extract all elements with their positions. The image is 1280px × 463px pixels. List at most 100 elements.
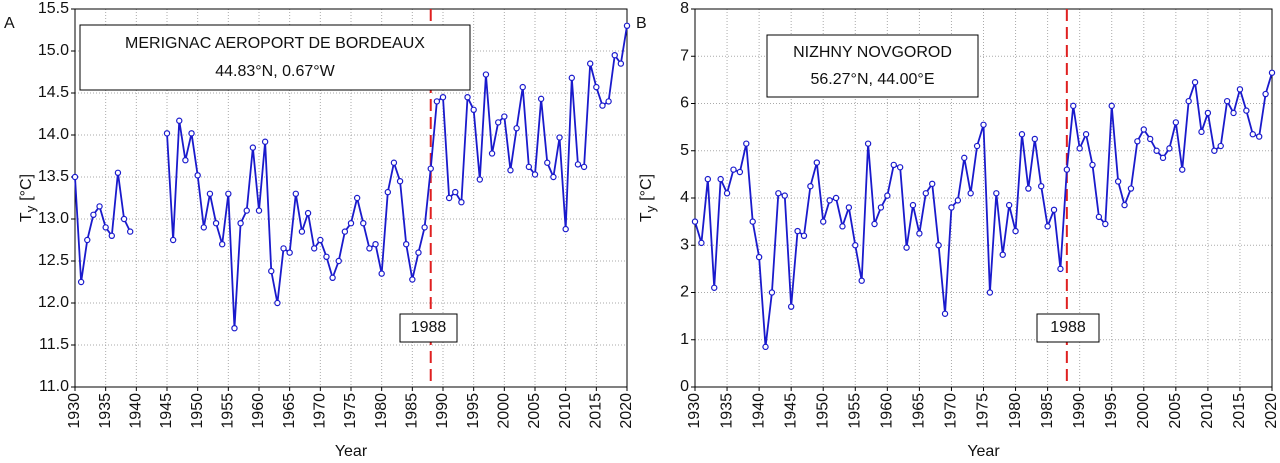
data-point: [200, 224, 207, 231]
panel-label: B: [636, 15, 647, 32]
data-point: [845, 204, 853, 211]
data-point: [1134, 138, 1141, 145]
data-point: [890, 161, 897, 169]
x-tick-label: 1990: [434, 393, 451, 429]
x-tick-label: 1995: [465, 393, 482, 429]
data-point: [163, 130, 171, 137]
data-point: [1217, 142, 1224, 150]
annotation-label: 1988: [1050, 319, 1086, 336]
chart-title: NIZHNY NOVGOROD: [793, 44, 952, 61]
data-point: [1102, 220, 1109, 228]
y-axis-label-sub: y: [643, 205, 658, 212]
data-point: [90, 211, 97, 218]
data-point: [980, 121, 987, 128]
data-point: [501, 113, 508, 120]
x-tick-label: 1995: [1103, 393, 1120, 429]
x-tick-label: 1940: [128, 393, 145, 429]
data-point: [292, 190, 299, 197]
data-point: [884, 192, 891, 199]
data-point: [317, 236, 324, 244]
data-point: [698, 239, 705, 247]
data-point: [574, 161, 582, 168]
data-point: [206, 190, 214, 197]
x-tick-label: 1970: [943, 393, 960, 429]
x-tick-label: 1970: [312, 393, 329, 429]
data-point: [1121, 201, 1128, 209]
data-point: [108, 232, 116, 239]
data-point: [593, 83, 600, 91]
x-tick-label: 2020: [618, 393, 635, 429]
data-point: [1076, 145, 1083, 152]
data-point: [476, 176, 483, 183]
data-point: [832, 194, 840, 202]
data-point: [71, 173, 79, 181]
data-point: [176, 117, 183, 124]
plot-frame: [694, 8, 1273, 388]
data-point: [1211, 147, 1218, 154]
y-tick-label: 14.5: [38, 84, 69, 101]
y-tick-label: 3: [680, 236, 689, 253]
y-tick-label: 11.5: [39, 336, 69, 353]
data-point: [353, 194, 361, 202]
data-point: [274, 299, 281, 307]
data-point: [237, 219, 244, 227]
chart-subtitle: 56.27°N, 44.00°E: [811, 71, 935, 88]
data-point: [1082, 131, 1090, 138]
data-point: [286, 249, 293, 256]
data-point: [194, 172, 201, 179]
data-point: [903, 244, 910, 251]
x-tick-label: 1945: [782, 393, 799, 429]
y-tick-label: 15.5: [38, 0, 69, 17]
data-point: [390, 159, 398, 166]
chart-subtitle: 44.83°N, 0.67°W: [215, 63, 335, 80]
data-point: [768, 289, 776, 296]
data-point: [929, 180, 936, 188]
y-tick-label: 0: [680, 378, 689, 395]
data-point: [562, 225, 569, 233]
data-point: [488, 150, 496, 157]
data-point: [691, 218, 699, 225]
data-point: [464, 93, 471, 101]
data-point: [347, 219, 355, 227]
data-point: [1070, 102, 1077, 110]
x-tick-label: 2000: [1135, 393, 1152, 429]
data-point: [311, 245, 318, 252]
plot-frame: [74, 8, 628, 388]
data-point: [1185, 97, 1192, 105]
data-point: [1166, 145, 1173, 152]
y-tick-label: 1: [680, 331, 689, 348]
data-point: [225, 190, 232, 197]
x-tick-label: 2010: [1199, 393, 1216, 429]
data-point: [114, 169, 122, 176]
x-tick-label: 2015: [588, 393, 605, 429]
data-point: [280, 245, 287, 252]
data-point: [84, 236, 91, 244]
data-point: [1236, 86, 1244, 93]
x-tick-label: 1955: [220, 393, 237, 429]
data-point: [360, 219, 367, 227]
title-box: [766, 34, 979, 98]
data-point: [470, 106, 477, 114]
data-point: [993, 190, 1000, 197]
data-point: [507, 167, 514, 174]
data-point: [531, 171, 539, 178]
data-point: [458, 198, 465, 206]
y-tick-label: 13.0: [38, 210, 69, 227]
data-point: [794, 227, 801, 235]
x-tick-label: 1965: [281, 393, 298, 429]
data-point: [243, 207, 250, 214]
x-tick-label: 1965: [911, 393, 928, 429]
data-point: [1025, 185, 1032, 192]
data-point: [1095, 213, 1103, 221]
data-point: [611, 52, 618, 59]
data-point: [871, 220, 878, 228]
x-tick-label: 2015: [1231, 393, 1248, 429]
y-tick-label: 8: [680, 0, 689, 17]
data-point: [896, 164, 904, 171]
y-tick-label: 2: [680, 284, 689, 301]
y-tick-label: 5: [680, 142, 689, 159]
data-point: [427, 165, 434, 172]
data-point: [617, 60, 625, 67]
y-axis-label-unit: [°C]: [638, 174, 655, 201]
